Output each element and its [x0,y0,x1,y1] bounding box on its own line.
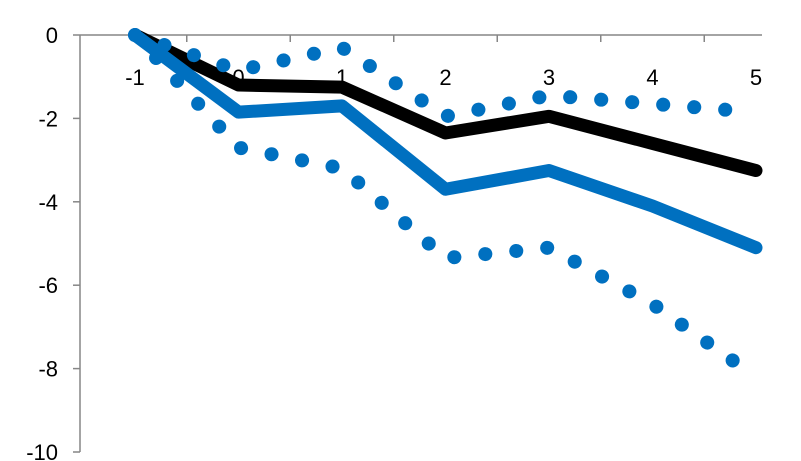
series-line-solid-1 [128,28,763,255]
y-tick-label: -10 [26,440,58,461]
x-tick-label: 2 [439,65,451,90]
tick-labels: 0-2-4-6-8-10-1 0 1 2 3 4 5 [26,23,762,461]
series-layer [128,28,763,384]
y-tick-label: -8 [38,357,58,382]
x-tick-label: 4 [646,65,658,90]
x-tick-label: 5 [750,65,762,90]
series-line-dotted-3 [128,28,763,384]
x-tick-label: -1 [125,65,145,90]
x-tick-label: 1 [336,65,348,90]
x-tick-label: 0 [232,65,244,90]
axes [73,34,762,453]
y-tick-label: 0 [46,23,58,48]
series-line-solid-0 [128,28,763,178]
y-tick-label: -4 [38,190,58,215]
series-line-dotted-2 [128,28,763,124]
y-tick-label: -2 [38,106,58,131]
x-tick-label: 3 [543,65,555,90]
y-tick-label: -6 [38,273,58,298]
